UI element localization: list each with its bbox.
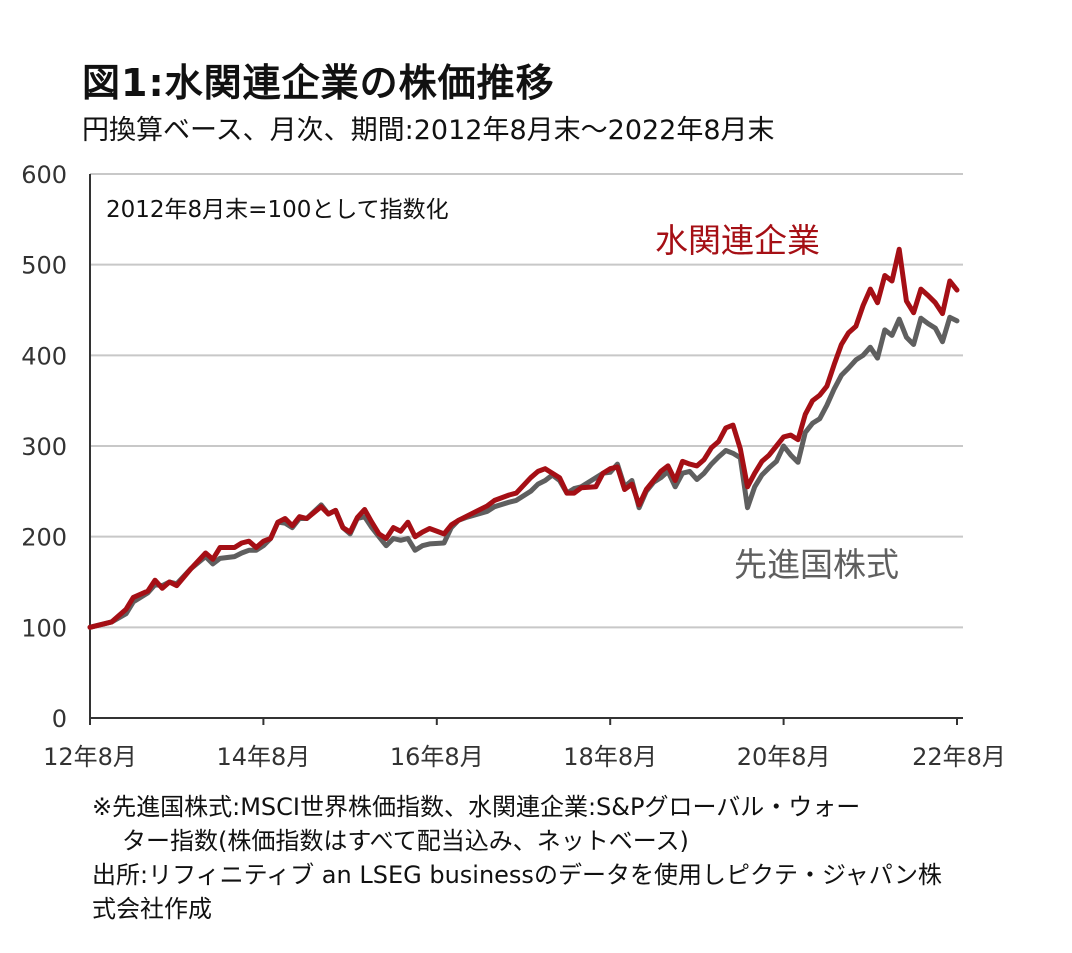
series-label-developed-equities: 先進国株式	[734, 545, 899, 584]
chart-subtitle: 円換算ベース、月次、期間:2012年8月末～2022年8月末	[82, 115, 775, 146]
footnote-data-source-cont: 式会社作成	[92, 895, 212, 923]
y-tick-label-600: 600	[21, 161, 67, 189]
x-tick-label-2: 16年8月	[390, 743, 484, 771]
footnotes: ※先進国株式:MSCI世界株価指数、水関連企業:S&Pグローバル・ウォー ター指…	[92, 790, 942, 926]
y-tick-label-200: 200	[21, 524, 67, 552]
series-line-water-companies	[87, 246, 960, 630]
x-tick-label-5: 22年8月	[912, 743, 1006, 771]
x-tick-label-4: 20年8月	[737, 743, 831, 771]
line-chart: 0 100 200 300 400 500 600 12年8月 14年8月 16年8月 18年8月 2…	[21, 161, 1006, 771]
footnote-source-definition: ※先進国株式:MSCI世界株価指数、水関連企業:S&Pグローバル・ウォー	[92, 793, 861, 821]
series-label-water-companies: 水関連企業	[655, 221, 820, 260]
footnote-source-definition-cont: ター指数(株価指数はすべて配当込み、ネットベース)	[122, 827, 689, 855]
y-tick-label-500: 500	[21, 252, 67, 280]
x-tick-label-0: 12年8月	[43, 743, 137, 771]
y-tick-label-100: 100	[21, 614, 67, 642]
x-tick-label-3: 18年8月	[563, 743, 657, 771]
y-tick-label-300: 300	[21, 433, 67, 461]
chart-annotation: 2012年8月末=100として指数化	[106, 197, 449, 223]
y-tick-label-400: 400	[21, 342, 67, 370]
chart-title: 図1:水関連企業の株価推移	[82, 61, 555, 105]
x-tick-label-1: 14年8月	[216, 743, 310, 771]
footnote-data-source: 出所:リフィニティブ an LSEG businessのデータを使用しピクテ・ジ…	[92, 861, 942, 889]
y-tick-label-0: 0	[52, 705, 67, 733]
